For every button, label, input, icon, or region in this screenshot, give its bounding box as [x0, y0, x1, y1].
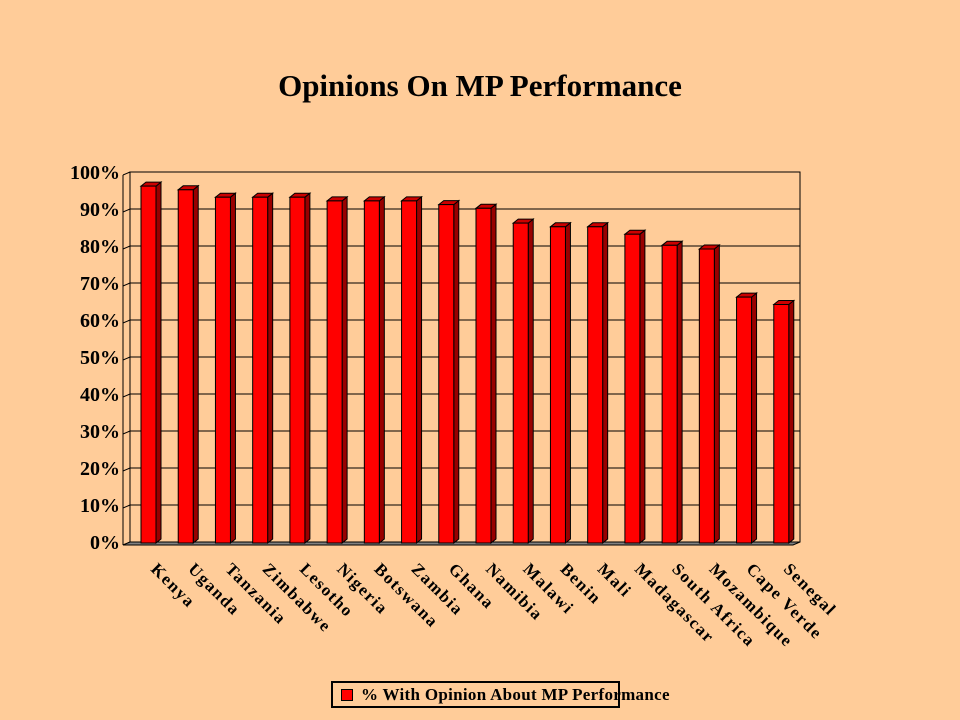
bar-front [587, 226, 604, 544]
bar-side [602, 221, 609, 545]
bar-side [192, 184, 199, 545]
bar-front [252, 196, 269, 544]
bar [772, 299, 796, 545]
y-tick [122, 467, 131, 472]
bar-front [401, 200, 418, 544]
y-tick [122, 393, 131, 398]
bar [400, 195, 423, 545]
y-tick-label: 50% [80, 347, 120, 369]
bar [735, 292, 758, 545]
y-tick [122, 356, 131, 361]
bar [549, 221, 572, 545]
bar-side [713, 243, 720, 545]
chart-title: Opinions On MP Performance [278, 68, 682, 103]
bar-front [736, 296, 753, 544]
y-tick-label: 90% [80, 199, 120, 221]
legend-label: % With Opinion About MP Performance [361, 684, 670, 704]
bar [251, 192, 275, 545]
bar-front [773, 304, 790, 544]
bar-front [438, 204, 455, 544]
bar [362, 195, 386, 545]
bar-front [549, 226, 566, 544]
y-tick-label: 30% [80, 421, 120, 443]
bar-side [304, 192, 311, 545]
bar [697, 243, 721, 545]
bar-side [155, 181, 162, 545]
y-tick [122, 319, 131, 324]
y-tick [122, 282, 131, 287]
bar-front [698, 248, 715, 544]
bar-side [267, 192, 274, 545]
bars [139, 181, 796, 545]
bar-side [788, 299, 795, 545]
y-tick-label: 70% [80, 273, 120, 295]
bar [660, 240, 684, 545]
bar-side [564, 221, 571, 545]
bar [325, 195, 349, 545]
bar-side [341, 195, 348, 545]
bar-front [661, 244, 678, 544]
y-tick [122, 245, 131, 250]
bar-side [453, 199, 460, 545]
y-tick [122, 430, 131, 435]
bar-side [639, 229, 646, 545]
bar-side [751, 292, 758, 545]
legend: % With Opinion About MP Performance [331, 681, 669, 708]
bar [288, 192, 312, 545]
bar-side [676, 240, 683, 545]
bar-front [326, 200, 343, 544]
x-axis-labels: KenyaUgandaTanzaniaZimbabweLesothoNigeri… [147, 559, 840, 650]
bar-side [229, 192, 236, 545]
bar [623, 229, 647, 545]
bar-front [512, 222, 529, 544]
y-tick [122, 171, 131, 176]
bar-front [214, 196, 231, 544]
y-tick-label: 40% [80, 384, 120, 406]
bar-front [289, 196, 306, 544]
y-tick-label: 0% [90, 532, 120, 554]
bar [437, 199, 461, 545]
bar-side [378, 195, 385, 545]
y-tick-label: 20% [80, 458, 120, 480]
bar-front [475, 207, 492, 544]
bar [176, 184, 200, 545]
bar-side [416, 195, 423, 545]
bar-front [140, 185, 157, 544]
bar-front [624, 233, 641, 544]
bar-front [363, 200, 380, 544]
bar-front [177, 189, 194, 544]
legend-swatch [341, 688, 353, 701]
y-tick-label: 80% [80, 236, 120, 258]
bar [474, 203, 498, 545]
y-tick-label: 60% [80, 310, 120, 332]
bar [511, 218, 535, 545]
bar [139, 181, 163, 545]
y-axis: 0% 10% 20% 30% 40% 50% 60% 70% 80% 90% 100% [70, 162, 131, 554]
bar [586, 221, 610, 545]
bar-side [490, 203, 497, 545]
bar [214, 192, 237, 545]
y-tick-label: 100% [70, 162, 120, 184]
y-tick [122, 208, 131, 213]
bar-side [527, 218, 534, 545]
y-tick-label: 10% [80, 495, 120, 517]
y-tick [122, 504, 131, 509]
